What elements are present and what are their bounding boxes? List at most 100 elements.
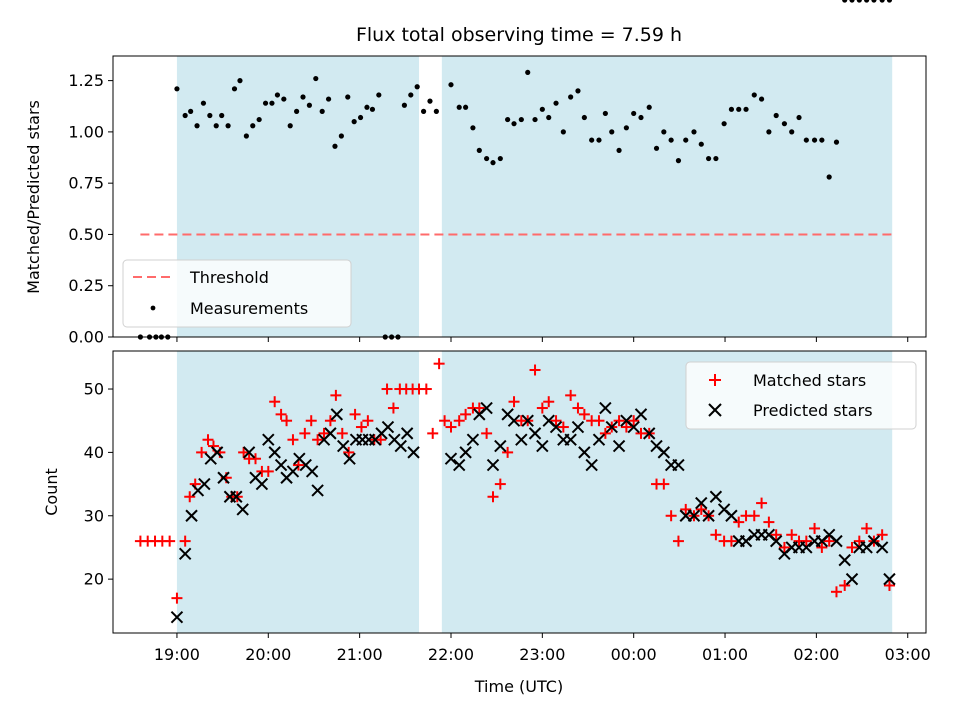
matched-star-point — [883, 579, 895, 591]
predicted-star-point — [444, 452, 458, 465]
matched-star-point — [846, 541, 858, 553]
predicted-star-point — [830, 534, 843, 548]
predicted-star-point — [486, 458, 500, 472]
measurement-point — [505, 116, 511, 123]
measurement-point — [575, 88, 581, 94]
matched-star-point — [179, 535, 191, 547]
measurement-point — [518, 116, 524, 123]
y-tick-label: 0.25 — [68, 276, 104, 295]
predicted-star-point — [838, 553, 851, 567]
x-tick-label: 02:00 — [793, 645, 839, 664]
measurement-point — [256, 116, 262, 123]
predicted-star-point — [687, 509, 701, 522]
predicted-star-point — [634, 408, 648, 421]
predicted-star-point — [230, 490, 243, 503]
predicted-star-point — [612, 439, 626, 453]
measurement-point — [269, 100, 275, 106]
measurement-point — [728, 106, 735, 112]
measurement-points — [137, 0, 893, 340]
legend-predicted-swatch — [708, 403, 722, 417]
measurement-point — [376, 92, 382, 98]
measurement-point — [357, 114, 364, 121]
predicted-star-point — [268, 446, 281, 459]
matched-star-point — [445, 421, 457, 433]
matched-star-point — [770, 529, 782, 541]
matched-star-point — [680, 503, 692, 515]
count-legend: Matched stars Predicted stars — [685, 361, 917, 430]
matched-star-point — [665, 510, 677, 522]
matched-star-point — [565, 389, 577, 401]
measurement-point — [796, 114, 802, 121]
predicted-star-point — [725, 509, 738, 522]
matched-star-point — [362, 415, 374, 427]
matched-star-point — [275, 408, 287, 420]
matched-star-point — [658, 478, 670, 490]
measurement-point — [623, 125, 629, 131]
predicted-star-point — [657, 446, 671, 459]
measurement-point — [182, 112, 188, 119]
measurement-point — [319, 108, 325, 114]
matched-star-point — [375, 434, 387, 446]
matched-star-point — [502, 446, 514, 458]
measurement-point — [174, 86, 180, 92]
ratio-y-axis-label: Matched/Predicted stars — [24, 100, 43, 294]
matched-star-point — [809, 522, 821, 534]
measurement-point — [705, 155, 712, 162]
measurement-point — [408, 92, 414, 98]
matched-star-point — [593, 415, 605, 427]
matched-star-point — [171, 592, 183, 604]
predicted-star-point — [521, 414, 534, 427]
matched-star-point — [238, 446, 250, 458]
y-tick-label: 40 — [84, 443, 104, 462]
matched-star-point — [184, 491, 196, 503]
matched-star-point — [599, 427, 611, 439]
matched-star-point — [853, 535, 865, 547]
measurement-point — [849, 0, 855, 3]
count-panel-frame — [112, 350, 927, 634]
measurement-point — [470, 125, 476, 131]
legend-matched-swatch — [709, 374, 721, 386]
matched-star-point — [324, 415, 336, 427]
chart-title: Flux total observing time = 7.59 h — [356, 24, 682, 46]
matched-star-point — [823, 535, 835, 547]
predicted-star-point — [286, 465, 300, 478]
predicted-star-point — [536, 439, 549, 453]
measurement-point — [842, 0, 848, 3]
matched-star-point — [387, 402, 399, 414]
observing-window-bands — [176, 56, 893, 337]
measurement-point — [638, 114, 644, 121]
predicted-star-point — [695, 496, 708, 510]
matched-star-point — [164, 535, 176, 547]
matched-star-point — [733, 516, 745, 528]
matched-star-point — [349, 408, 361, 420]
predicted-star-point — [585, 458, 598, 472]
predicted-star-point — [515, 433, 528, 446]
predicted-star-point — [672, 458, 685, 472]
x-tick-label: 00:00 — [611, 645, 657, 664]
measurement-point — [207, 112, 213, 119]
matched-star-point — [305, 415, 317, 427]
measurement-point — [351, 119, 357, 125]
predicted-star-point — [739, 534, 753, 548]
predicted-star-point — [883, 572, 896, 586]
measurement-point — [200, 100, 207, 106]
matched-star-point — [830, 586, 842, 598]
measurement-point — [602, 110, 608, 117]
predicted-star-point — [507, 414, 521, 427]
measurement-point — [833, 139, 840, 145]
x-tick-label: 01:00 — [702, 645, 748, 664]
predicted-star-point — [627, 420, 640, 434]
measurement-point — [596, 137, 602, 143]
matched-star-point — [269, 396, 281, 408]
measurement-point — [338, 133, 344, 139]
matched-star-point — [763, 516, 775, 528]
measurement-point — [325, 96, 332, 102]
matched-star-point — [778, 541, 790, 553]
predicted-star-point — [800, 541, 813, 554]
y-tick-label: 0.50 — [68, 225, 104, 244]
measurement-point — [427, 98, 433, 104]
measurement-point — [879, 0, 885, 3]
predicted-star-point — [185, 509, 198, 522]
measurement-point — [401, 102, 408, 108]
